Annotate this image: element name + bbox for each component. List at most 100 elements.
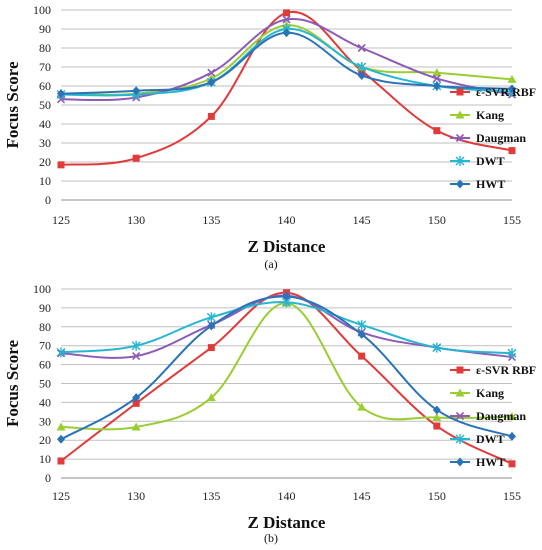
legend-marker (455, 133, 465, 143)
y-tick-label: 80 (39, 320, 51, 334)
legend-marker (456, 88, 464, 96)
data-point (132, 399, 140, 407)
series-line (60, 31, 513, 95)
y-tick-label: 0 (45, 193, 51, 207)
y-axis-title: Focus Score (3, 61, 22, 148)
data-point (433, 422, 441, 430)
series-line (60, 302, 513, 431)
x-axis-title: Z Distance (248, 513, 326, 532)
panel-caption: (b) (264, 531, 278, 545)
legend: ε-SVR RBF Kang Daugman DWT HWT (450, 85, 536, 191)
data-point (508, 431, 516, 441)
data-point (357, 329, 366, 339)
legend-marker (456, 457, 464, 467)
data-point (131, 422, 141, 431)
data-point (432, 68, 442, 77)
y-tick-label: 60 (39, 358, 51, 372)
y-tick-label: 90 (39, 22, 51, 36)
data-point (357, 319, 367, 330)
y-tick-label: 50 (39, 377, 51, 391)
y-tick-label: 70 (39, 60, 51, 74)
data-point (132, 86, 141, 96)
y-tick-label: 100 (33, 3, 51, 17)
legend-marker (455, 110, 465, 119)
legend-marker (455, 434, 465, 444)
data-point (132, 154, 140, 162)
y-tick-label: 70 (39, 339, 51, 353)
data-point (56, 347, 66, 358)
legend-label: Daugman (476, 409, 526, 423)
legend-label: HWT (476, 455, 505, 469)
data-point (282, 15, 291, 24)
legend-marker (456, 366, 464, 374)
legend-label: ε-SVR RBF (476, 363, 536, 377)
y-tick-label: 10 (39, 452, 51, 466)
legend-label: Kang (476, 108, 504, 122)
series-diamond (57, 28, 516, 99)
data-point (508, 460, 516, 468)
y-tick-label: 90 (39, 301, 51, 315)
x-tick-label: 140 (278, 489, 296, 503)
data-point (57, 161, 65, 169)
data-point (282, 28, 291, 38)
x-tick-label: 150 (428, 213, 446, 227)
series-line (60, 291, 513, 465)
data-point (282, 292, 291, 302)
y-tick-label: 20 (39, 433, 51, 447)
data-point (507, 348, 517, 359)
x-axis-title: Z Distance (248, 237, 326, 256)
y-tick-label: 50 (39, 98, 51, 112)
x-tick-label: 130 (127, 489, 145, 503)
data-point (57, 89, 65, 99)
data-point (207, 77, 216, 87)
x-tick-label: 125 (52, 489, 70, 503)
legend-marker (455, 156, 465, 166)
y-tick-label: 40 (39, 395, 51, 409)
data-point (358, 352, 366, 360)
legend-label: DWT (476, 432, 505, 446)
series-star (56, 297, 517, 359)
data-point (207, 68, 216, 77)
data-point (432, 74, 441, 83)
chart-panel-a: 0 10 20 30 40 50 60 70 80 90 100 125 130 135 140 145 150… (3, 3, 536, 271)
x-tick-label: 145 (353, 213, 371, 227)
x-tick-label: 150 (428, 489, 446, 503)
y-tick-label: 20 (39, 155, 51, 169)
x-tick-label: 140 (278, 213, 296, 227)
data-point (207, 112, 215, 120)
data-point (432, 81, 441, 91)
x-tick-label: 155 (503, 213, 521, 227)
data-point (507, 412, 517, 421)
legend-marker (455, 388, 465, 397)
data-point (357, 62, 367, 72)
data-point (508, 147, 516, 155)
legend: ε-SVR RBF Kang Daugman DWT HWT (450, 363, 536, 469)
data-point (357, 43, 366, 53)
data-point (432, 405, 441, 415)
data-point (357, 402, 367, 411)
series-diamond (57, 292, 516, 444)
x-tick-label: 130 (127, 213, 145, 227)
legend-label: Daugman (476, 131, 526, 145)
chart-panel-b: 0 10 20 30 40 50 60 70 80 90 100 125 130 135 140 145 150… (3, 282, 536, 545)
y-tick-label: 100 (33, 282, 51, 296)
data-point (57, 434, 65, 444)
y-tick-label: 0 (45, 471, 51, 485)
y-tick-label: 30 (39, 414, 51, 428)
x-tick-label: 125 (52, 213, 70, 227)
y-tick-label: 10 (39, 174, 51, 188)
data-point (508, 84, 516, 94)
x-tick-label: 155 (503, 489, 521, 503)
legend-label: Kang (476, 386, 504, 400)
y-tick-label: 80 (39, 41, 51, 55)
data-point (56, 422, 66, 431)
data-point (132, 393, 141, 403)
data-point (207, 344, 215, 352)
y-tick-label: 60 (39, 79, 51, 93)
data-point (357, 71, 366, 81)
x-tick-label: 135 (202, 213, 220, 227)
legend-marker (456, 179, 464, 189)
data-point (432, 413, 442, 422)
data-point (132, 352, 141, 361)
